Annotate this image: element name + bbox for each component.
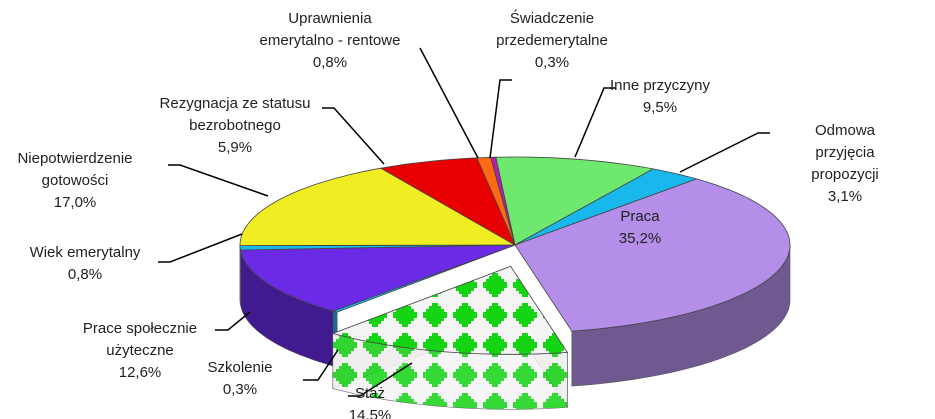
label-value: 0,3% xyxy=(534,54,570,71)
label-name: Rezygnacja ze statusu bezrobotnego xyxy=(159,95,311,134)
data-label: Wiek emerytalny 0,8% xyxy=(30,242,141,286)
data-label: Odmowa przyjęcia propozycji 3,1% xyxy=(800,120,890,208)
label-value: 35,2% xyxy=(618,230,662,247)
label-value: 9,5% xyxy=(642,99,678,116)
label-value: 0,8% xyxy=(312,54,348,71)
label-name: Niepotwierdzenie gotowości xyxy=(17,150,133,189)
label-name: Staż xyxy=(354,385,386,402)
label-value: 14,5% xyxy=(348,407,392,419)
slice xyxy=(331,265,569,355)
data-label: Świadczenie przedemerytalne 0,3% xyxy=(496,8,608,74)
data-label: Inne przyczyny 9,5% xyxy=(610,75,710,119)
slice xyxy=(379,157,516,246)
data-label: Rezygnacja ze statusu bezrobotnego 5,9% xyxy=(160,93,311,159)
label-value: 12,6% xyxy=(118,364,162,381)
data-label: Niepotwierdzenie gotowości 17,0% xyxy=(17,148,132,214)
slice xyxy=(495,156,655,246)
data-label: Szkolenie 0,3% xyxy=(207,357,272,401)
slice xyxy=(514,178,791,332)
slice xyxy=(239,167,517,247)
label-name: Inne przyczyny xyxy=(609,77,711,94)
label-value: 17,0% xyxy=(53,194,97,211)
label-value: 5,9% xyxy=(217,139,253,156)
slice xyxy=(240,244,516,312)
label-name: Szkolenie xyxy=(207,359,273,376)
label-value: 3,1% xyxy=(827,188,863,205)
label-name: Praca xyxy=(620,208,660,225)
label-name: Świadczenie przedemerytalne xyxy=(496,10,608,49)
label-name: Odmowa przyjęcia propozycji xyxy=(811,122,879,183)
data-label: Uprawnienia emerytalno - rentowe 0,8% xyxy=(260,8,401,74)
label-value: 0,8% xyxy=(67,266,103,283)
label-value: 0,3% xyxy=(222,381,258,398)
slice xyxy=(514,168,699,246)
label-name: Wiek emerytalny xyxy=(29,244,141,261)
data-label: Staż 14,5% xyxy=(349,383,392,419)
data-label: Prace społecznie użyteczne 12,6% xyxy=(83,318,197,384)
label-name: Uprawnienia emerytalno - rentowe xyxy=(259,10,401,49)
label-name: Prace społecznie użyteczne xyxy=(82,320,198,359)
data-label: Praca 35,2% xyxy=(619,206,662,250)
